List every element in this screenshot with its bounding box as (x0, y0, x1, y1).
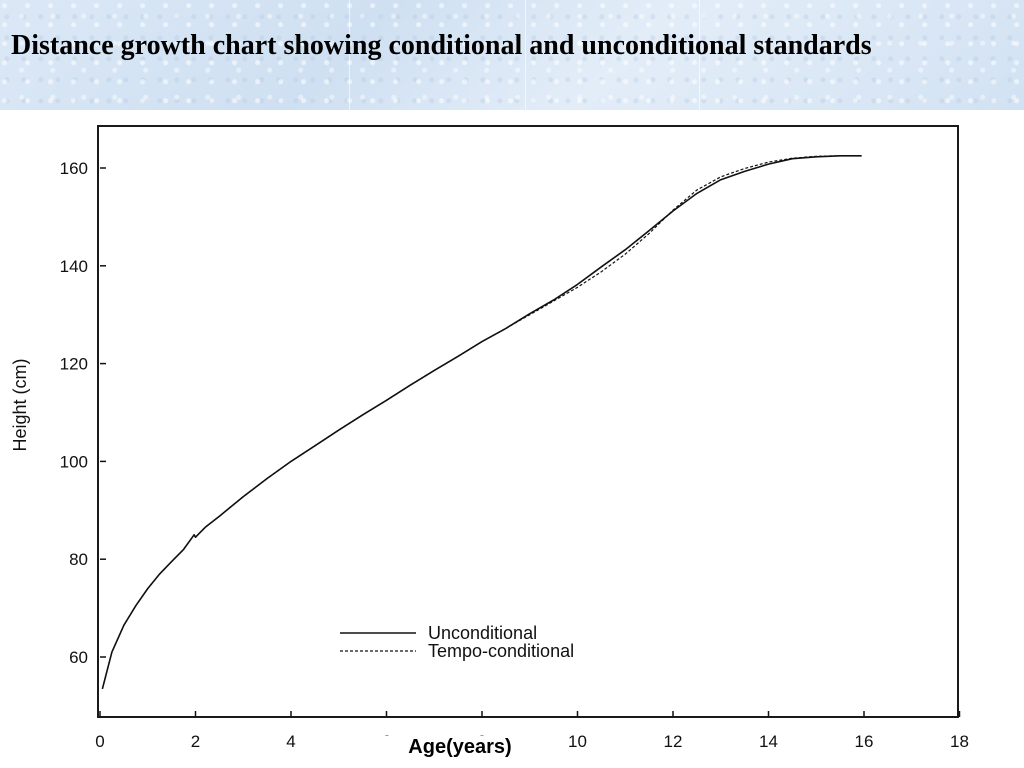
legend-label: Unconditional (428, 623, 537, 643)
series-line-1 (101, 155, 862, 690)
plot-frame (97, 125, 959, 718)
y-tick-label: 140 (60, 257, 88, 276)
x-tick-label: 12 (664, 732, 683, 751)
y-tick-label: 120 (60, 355, 88, 374)
y-axis-label: Height (cm) (10, 358, 30, 451)
banner-seam (349, 0, 350, 110)
banner-texture (0, 0, 1024, 110)
x-tick-label: 10 (568, 732, 587, 751)
y-tick-label: 60 (69, 648, 88, 667)
legend-label: Tempo-conditional (428, 641, 574, 661)
x-axis-label: Age(years) (380, 736, 540, 759)
y-tick-label: 100 (60, 452, 88, 471)
series-group (101, 155, 862, 690)
title-banner: Distance growth chart showing conditiona… (0, 0, 1024, 110)
x-tick-label: 4 (286, 732, 295, 751)
series-line-2 (101, 155, 862, 689)
x-tick-label: 0 (95, 732, 104, 751)
y-tick-label: 160 (60, 159, 88, 178)
x-tick-label: 18 (950, 732, 969, 751)
x-tick-label: 14 (759, 732, 778, 751)
x-tick-label: 16 (855, 732, 874, 751)
banner-seam (699, 0, 700, 110)
y-tick-label: 80 (69, 550, 88, 569)
banner-seam (525, 0, 526, 110)
x-tick-label: 2 (191, 732, 200, 751)
y-axis: 60 80 100 120 140 160 (60, 159, 106, 667)
slide-title: Distance growth chart showing conditiona… (11, 30, 872, 61)
